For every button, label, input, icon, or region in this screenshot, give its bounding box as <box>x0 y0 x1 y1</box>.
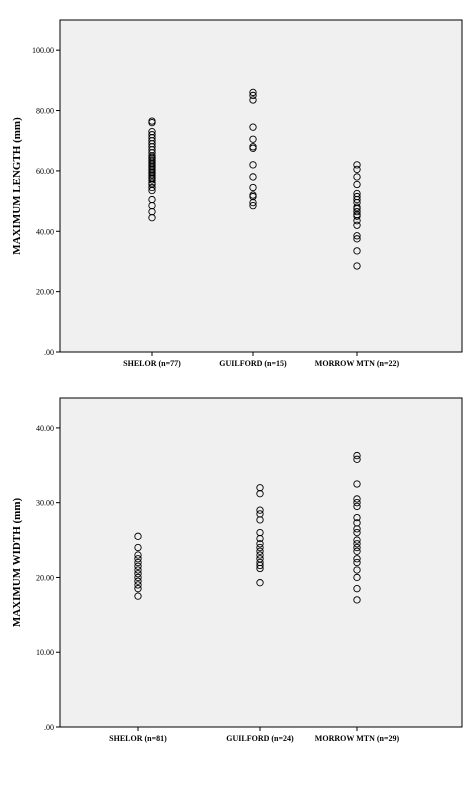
data-point <box>134 573 142 582</box>
y-tick-label: 10.00 <box>36 648 54 657</box>
data-point <box>353 585 361 593</box>
data-point <box>353 499 361 507</box>
data-point <box>249 173 257 181</box>
data-point <box>134 532 142 540</box>
x-category-label: SHELOR (n=77) <box>123 359 181 368</box>
data-point <box>249 161 257 169</box>
data-point <box>134 566 142 574</box>
y-tick-label: 100.00 <box>32 46 54 55</box>
data-point <box>134 543 142 552</box>
data-point <box>256 484 264 492</box>
data-point <box>353 262 361 270</box>
data-point <box>134 581 142 589</box>
data-point <box>256 558 264 567</box>
data-point <box>353 192 361 201</box>
data-point <box>256 551 264 559</box>
width-chart-panel: .00 10.00 20.00 30.00 40.00 SHELOR (n=81) GUIL… <box>0 390 474 770</box>
data-point <box>134 577 142 585</box>
plot-area <box>59 19 463 353</box>
data-point <box>249 201 257 210</box>
data-point <box>249 88 257 97</box>
data-point <box>353 161 361 169</box>
data-point <box>148 117 156 125</box>
x-category-label: GUILFORD (n=24) <box>226 734 294 743</box>
data-point <box>148 183 156 192</box>
x-category-label: MORROW MTN (n=22) <box>315 359 400 368</box>
x-category-label: MORROW MTN (n=29) <box>315 734 400 743</box>
data-point <box>353 480 361 488</box>
y-tick-label: 80.00 <box>36 107 54 116</box>
data-point <box>256 540 264 548</box>
data-point <box>353 189 361 198</box>
data-point <box>353 502 361 511</box>
data-point <box>148 131 156 139</box>
data-point <box>353 540 361 548</box>
data-point <box>353 528 361 537</box>
data-point <box>353 455 361 463</box>
data-point <box>134 562 142 570</box>
data-point <box>353 247 361 255</box>
data-point <box>256 528 264 537</box>
width-chart: .00 10.00 20.00 30.00 40.00 SHELOR (n=81) GUIL… <box>11 397 463 743</box>
data-point <box>353 495 361 503</box>
data-point <box>148 195 156 204</box>
data-point <box>256 506 264 514</box>
length-chart: .00 20.00 40.00 60.00 80.00 100.00 SHELOR (n=7… <box>11 19 463 368</box>
data-point <box>134 558 142 567</box>
data-point <box>256 543 264 552</box>
data-point <box>249 191 257 199</box>
data-point <box>249 123 257 131</box>
data-point <box>249 135 257 143</box>
y-tick-label: .00 <box>44 723 54 732</box>
data-point <box>353 543 361 552</box>
y-tick-label: 40.00 <box>36 227 54 236</box>
x-category-label: GUILFORD (n=15) <box>219 359 287 368</box>
data-point <box>134 585 142 593</box>
data-point <box>249 143 257 151</box>
data-point <box>256 547 264 555</box>
data-point <box>353 232 361 240</box>
data-point <box>134 592 142 600</box>
data-point <box>148 128 156 136</box>
data-point <box>353 451 361 460</box>
data-point <box>353 558 361 567</box>
length-chart-panel: .00 20.00 40.00 60.00 80.00 100.00 SHELOR (n=7… <box>0 0 474 380</box>
y-tick-label: 20.00 <box>36 288 54 297</box>
data-point <box>353 235 361 243</box>
x-category-label: SHELOR (n=81) <box>109 734 167 743</box>
data-point <box>353 573 361 582</box>
y-tick-label: .00 <box>44 348 54 357</box>
data-point <box>353 547 361 555</box>
data-point <box>134 570 142 578</box>
data-point <box>353 203 361 211</box>
y-tick-label: 60.00 <box>36 167 54 176</box>
y-axis-title: MAXIMUM LENGTH (mm) <box>11 117 23 255</box>
data-point <box>249 96 257 104</box>
data-point <box>353 173 361 181</box>
data-point <box>134 555 142 563</box>
data-point <box>256 555 264 563</box>
data-point <box>249 91 257 100</box>
y-tick-label: 20.00 <box>36 573 54 582</box>
data-point <box>256 579 264 587</box>
data-point <box>353 555 361 563</box>
data-point <box>353 566 361 574</box>
data-point <box>353 180 361 189</box>
y-tick-label: 40.00 <box>36 424 54 433</box>
data-point <box>353 513 361 522</box>
y-tick-label: 30.00 <box>36 499 54 508</box>
data-point <box>353 536 361 544</box>
data-point <box>353 519 361 527</box>
data-point <box>249 183 257 192</box>
data-point <box>353 208 361 216</box>
data-point <box>353 165 361 174</box>
y-axis-title: MAXIMUM WIDTH (mm) <box>11 498 23 628</box>
data-point <box>353 221 361 229</box>
data-point <box>353 596 361 604</box>
data-point <box>256 510 264 518</box>
data-point <box>134 551 142 559</box>
